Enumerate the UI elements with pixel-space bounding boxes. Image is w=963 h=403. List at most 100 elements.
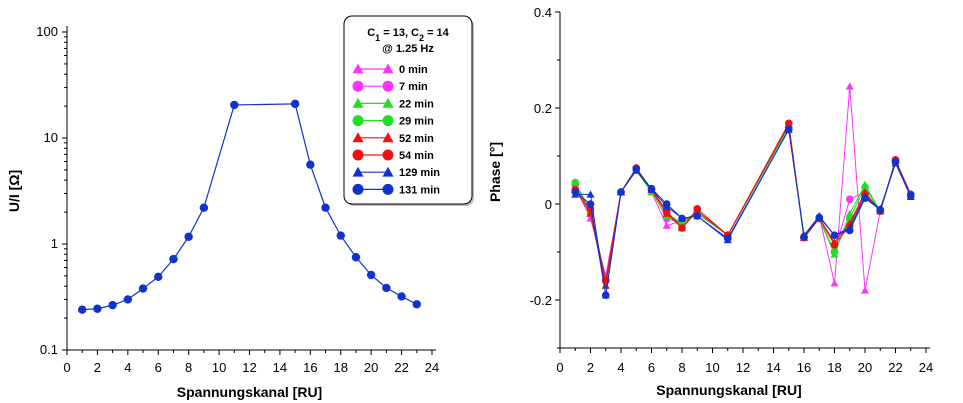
left-x-axis-title: Spannungskanal [RU] [177,384,322,400]
right-y-axis-title: Phase [°] [487,142,503,202]
left-x-tick-label: 2 [94,360,101,375]
legend-swatch-marker [382,80,394,92]
legend-entry-label: 29 min [399,116,434,128]
right-data-point [845,195,854,203]
legend-entry-label: 54 min [399,150,434,162]
right-y-tick-label: -0.2 [530,293,552,308]
right-data-point [861,286,869,294]
right-data-point [617,188,625,196]
legend-swatch-marker [382,183,394,195]
right-data-point [861,183,869,191]
right-x-tick-label: 6 [648,360,655,375]
left-data-point [78,305,87,314]
legend-title-part: = 13, C [380,27,419,39]
right-data-point [571,178,580,187]
left-y-tick-label: 0.1 [40,342,58,357]
legend-title: C1 = 13, C2 = 14 [367,27,449,43]
left-x-tick-label: 20 [364,360,378,375]
right-x-tick-label: 10 [705,360,719,375]
legend-entry-label: 7 min [399,81,428,93]
left-data-point [290,99,300,109]
left-data-point [412,300,421,309]
right-x-tick-label: 18 [827,360,841,375]
left-x-tick-label: 22 [394,360,408,375]
legend-entry-label: 131 min [399,184,440,196]
legend-subtitle: @ 1.25 Hz [382,43,434,55]
left-x-tick-label: 12 [242,360,256,375]
legend-swatch-marker [352,132,364,143]
right-data-point [678,224,686,232]
right-series-line [574,86,912,291]
right-data-point [830,248,839,256]
right-data-point [571,188,580,196]
left-data-point [397,292,406,301]
right-y-tick-label: 0 [545,197,552,212]
legend-box [343,15,473,205]
left-x-tick-label: 24 [425,360,439,375]
legend-swatch-marker [352,149,364,161]
legend-entry-label: 52 min [399,133,434,145]
right-y-tick-label: 0.2 [534,101,552,116]
right-data-point [830,279,839,287]
right-x-tick-label: 12 [736,360,750,375]
right-x-tick-label: 8 [678,360,685,375]
legend-swatch-marker [352,97,364,108]
legend-title-subscript: 1 [375,33,380,43]
legend-title-subscript: 2 [419,33,424,43]
right-x-tick-label: 20 [858,360,872,375]
right-data-point [632,165,641,174]
right-x-axis-title: Spannungskanal [RU] [656,382,801,398]
right-data-point [784,119,793,128]
right-data-point [662,221,671,229]
left-x-tick-label: 18 [334,360,348,375]
left-x-tick-label: 16 [303,360,317,375]
right-data-point [906,191,915,200]
legend-swatch-marker [382,97,394,108]
right-data-point [830,231,839,239]
left-data-point [351,253,361,262]
right-data-point [601,291,610,300]
right-chart: 0 2 4 6 8 10 12 14 16 18 20 22 24-0.200.20.4Spannung… [487,5,933,398]
right-data-point [800,232,808,241]
left-x-tick-label: 4 [124,360,131,375]
right-y-tick-label: 0.4 [534,5,552,20]
right-x-tick-label: 22 [888,360,902,375]
left-data-point [184,232,193,241]
left-x-tick-label: 6 [155,360,162,375]
left-data-point [321,203,330,212]
right-data-point [678,214,686,223]
left-data-point [123,295,133,304]
left-data-point [93,304,102,313]
left-data-point [230,100,239,110]
right-data-point [891,157,900,166]
left-data-point [336,231,345,240]
right-data-point [830,241,839,249]
legend-entry-label: 129 min [399,167,440,179]
left-data-point [306,160,315,169]
right-data-point [586,190,595,198]
right-x-tick-label: 2 [587,360,594,375]
left-x-tick-label: 10 [212,360,226,375]
legend-swatch-marker [382,132,394,143]
legend-swatch-marker [382,63,394,74]
legend-swatch-marker [352,80,364,92]
right-data-point [647,184,656,193]
right-x-tick-label: 0 [556,360,563,375]
left-data-point [154,272,163,282]
right-data-point [784,125,793,134]
right-data-point [723,234,732,243]
left-y-tick-label: 100 [36,24,58,39]
left-data-point [138,284,148,293]
right-x-tick-label: 14 [766,360,780,375]
left-data-point [108,300,117,310]
right-x-tick-label: 24 [919,360,933,375]
right-data-point [586,200,595,208]
legend-swatch-marker [352,115,364,127]
left-x-tick-label: 14 [273,360,287,375]
legend-swatch-marker [382,115,394,127]
legend-swatch-marker [352,183,364,195]
right-x-tick-label: 16 [797,360,811,375]
right-data-point [861,194,869,203]
